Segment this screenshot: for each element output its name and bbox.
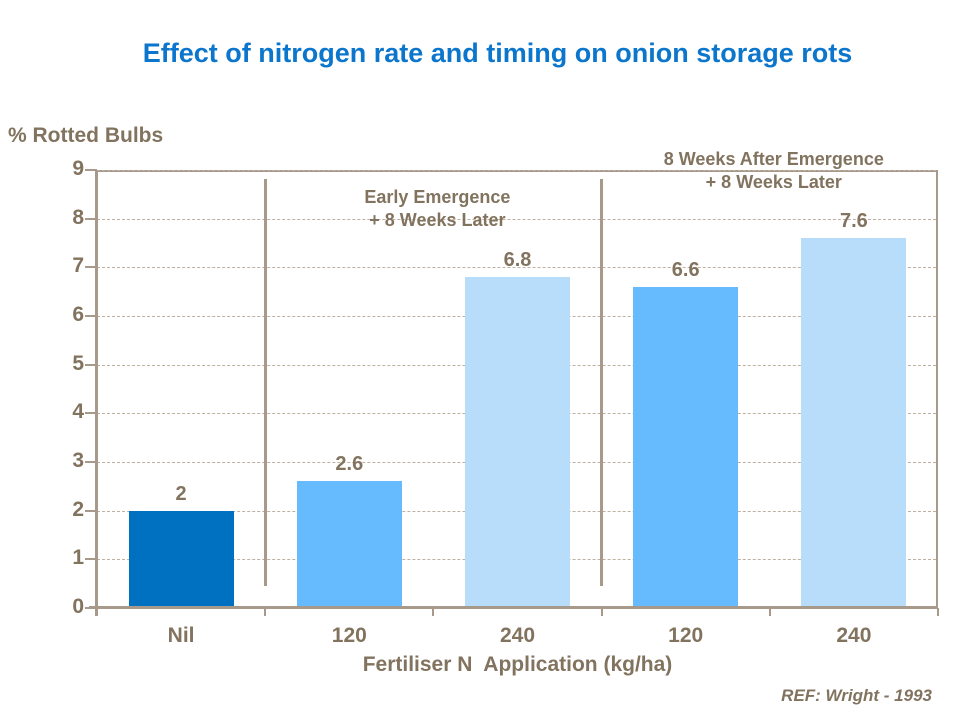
y-tick-mark bbox=[85, 509, 97, 512]
y-tick-label: 8 bbox=[72, 205, 84, 229]
y-axis-title: % Rotted Bulbs bbox=[8, 124, 164, 147]
y-tick-label: 2 bbox=[72, 497, 84, 521]
y-tick-mark bbox=[85, 217, 97, 220]
bar-value-label: 2.6 bbox=[335, 453, 364, 476]
gridline bbox=[97, 218, 936, 220]
y-tick-label: 4 bbox=[72, 400, 84, 424]
y-tick-mark bbox=[85, 169, 97, 171]
y-tick-label: 1 bbox=[72, 546, 84, 570]
y-tick-mark bbox=[85, 558, 97, 561]
y-tick-mark bbox=[85, 607, 97, 609]
x-tick-label: 240 bbox=[499, 624, 536, 647]
plot-area: 2 2.6 6.8 6.6 7.6 bbox=[97, 170, 938, 608]
chart-title: Effect of nitrogen rate and timing on on… bbox=[142, 38, 853, 68]
y-tick-mark bbox=[85, 363, 97, 366]
bar bbox=[801, 238, 907, 608]
bar bbox=[633, 286, 739, 608]
y-tick-label: 3 bbox=[72, 449, 84, 472]
y-tick-label: 5 bbox=[72, 351, 84, 375]
y-tick-label: 7 bbox=[72, 254, 84, 278]
x-tick-label: 240 bbox=[836, 624, 872, 647]
bar bbox=[465, 277, 570, 608]
x-tick-mark bbox=[432, 608, 435, 616]
bar-value-label: 6.8 bbox=[503, 249, 532, 272]
gridline bbox=[97, 170, 936, 171]
y-tick-mark bbox=[85, 412, 97, 415]
bar-value-label: 6.6 bbox=[671, 258, 700, 281]
x-tick-mark bbox=[96, 608, 98, 616]
x-tick-label: 120 bbox=[331, 624, 367, 647]
group-separator bbox=[263, 179, 267, 586]
y-axis-line bbox=[95, 170, 98, 616]
bar-value-label: 2 bbox=[175, 482, 187, 505]
group-annotation: Early Emergence + 8 Weeks Later bbox=[364, 187, 511, 230]
y-tick-label: 6 bbox=[72, 303, 84, 326]
y-tick-label: 0 bbox=[72, 595, 84, 618]
x-tick-mark bbox=[600, 608, 603, 616]
gridline bbox=[97, 267, 936, 269]
group-separator bbox=[600, 179, 604, 586]
y-tick-label: 9 bbox=[72, 157, 84, 180]
group-annotation: 8 Weeks After Emergence + 8 Weeks Later bbox=[663, 149, 884, 192]
x-tick-label: Nil bbox=[167, 624, 195, 647]
x-tick-mark bbox=[768, 608, 771, 616]
y-tick-mark bbox=[85, 461, 97, 463]
reference-text: REF: Wright - 1993 bbox=[781, 686, 932, 705]
x-tick-mark bbox=[264, 608, 267, 616]
y-tick-mark bbox=[85, 266, 97, 269]
x-tick-mark bbox=[937, 608, 939, 616]
x-tick-label: 120 bbox=[668, 624, 704, 647]
x-axis-line bbox=[89, 606, 938, 609]
y-tick-mark bbox=[85, 315, 97, 317]
bar-value-label: 7.6 bbox=[839, 210, 868, 233]
bar bbox=[296, 481, 402, 608]
bar bbox=[128, 510, 234, 608]
x-axis-title: Fertiliser N Application (kg/ha) bbox=[362, 653, 673, 676]
